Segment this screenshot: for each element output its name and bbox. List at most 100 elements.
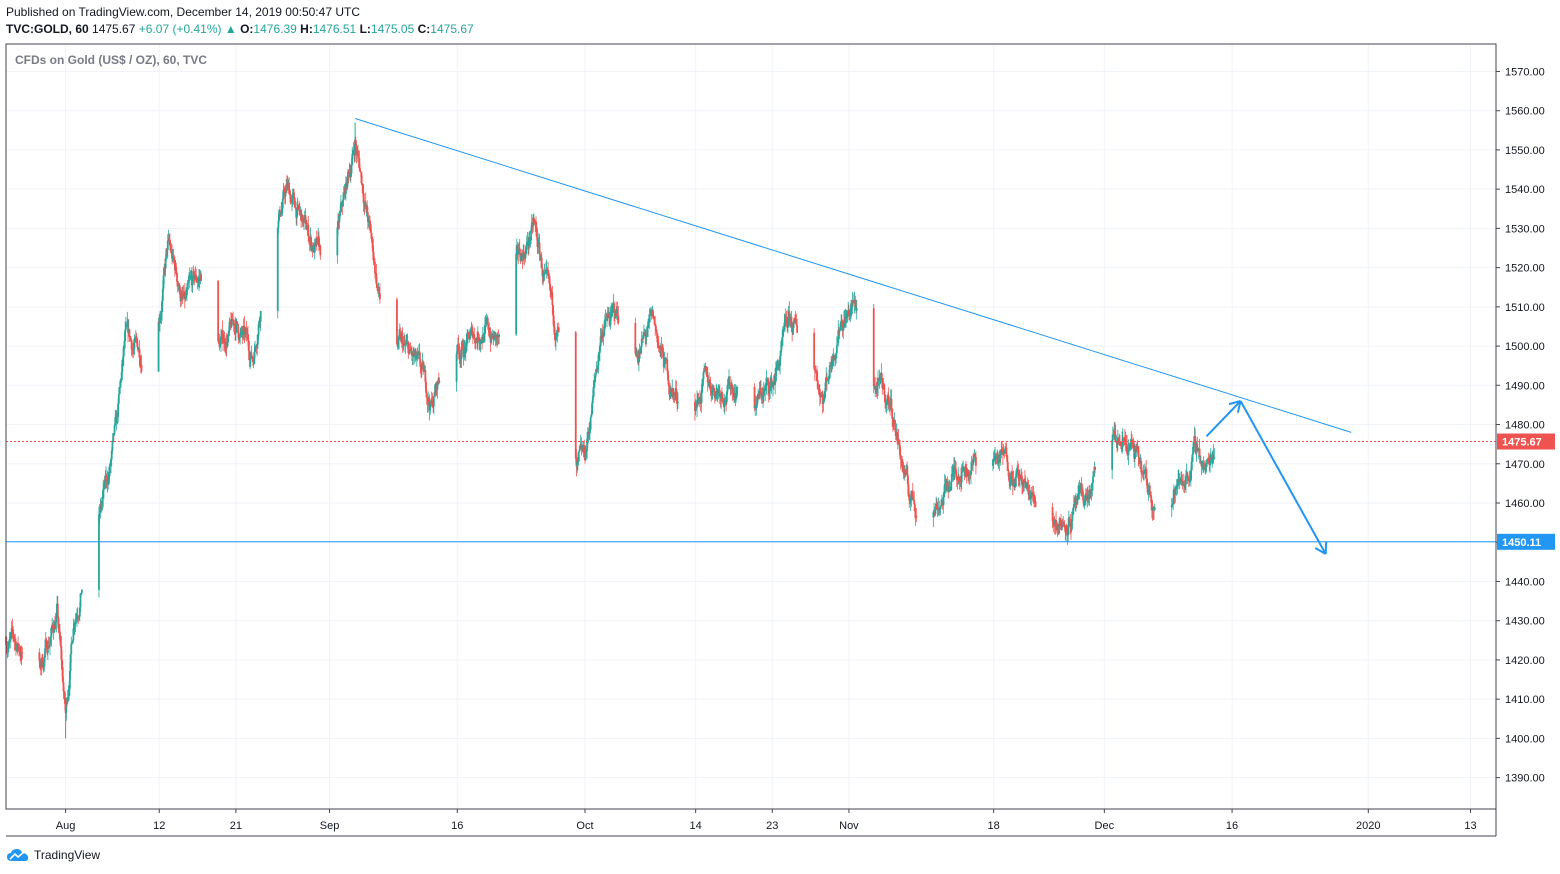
- candle-body: [974, 454, 977, 457]
- candle-body: [13, 638, 16, 642]
- candle-body: [164, 258, 167, 269]
- candle-body: [1019, 474, 1021, 481]
- candle-body: [420, 364, 423, 370]
- candle-body: [1177, 479, 1180, 486]
- candle-body: [823, 397, 825, 400]
- candle-body: [173, 257, 176, 260]
- candle-body: [1170, 504, 1173, 508]
- x-tick-label: Oct: [576, 820, 593, 832]
- candle-body: [606, 314, 609, 319]
- close-label: C:: [417, 22, 431, 36]
- footer-branding[interactable]: TradingView: [6, 847, 100, 863]
- candle-body: [576, 461, 579, 467]
- candle-body: [20, 652, 23, 659]
- candle-body: [1129, 443, 1132, 444]
- candle-body: [483, 332, 486, 341]
- candle-body: [38, 652, 41, 661]
- y-tick-label: 1500.00: [1505, 341, 1545, 353]
- candle-body: [123, 340, 126, 346]
- candle-body: [459, 354, 461, 360]
- candle-body: [708, 382, 711, 387]
- candle-body: [827, 379, 830, 381]
- candle-body: [819, 396, 822, 398]
- candle-body: [780, 340, 783, 351]
- candle-body: [915, 515, 918, 518]
- candle-body: [961, 466, 964, 472]
- candle-body: [645, 336, 648, 338]
- candle-body: [669, 392, 672, 398]
- candle-body: [301, 214, 304, 223]
- candle-body: [556, 330, 559, 333]
- candle-body: [932, 512, 935, 518]
- candle-body: [166, 240, 169, 251]
- x-tick-label: 12: [153, 820, 165, 832]
- candle-body: [999, 452, 1002, 459]
- candle-body: [186, 283, 189, 291]
- candle-body: [431, 399, 434, 406]
- candle-body: [997, 461, 1000, 463]
- candle-body: [1082, 491, 1084, 501]
- candle-body: [313, 246, 316, 253]
- candle-body: [938, 507, 940, 509]
- candle-body: [795, 319, 798, 326]
- candle-body: [168, 238, 171, 242]
- candle-body: [835, 352, 838, 356]
- candle-body: [259, 311, 262, 322]
- candle-body: [970, 463, 973, 471]
- candle-body: [714, 395, 717, 399]
- candle-body: [1087, 498, 1090, 500]
- candle-body: [706, 374, 708, 376]
- candle-body: [1121, 438, 1124, 442]
- candle-body: [1207, 458, 1210, 462]
- candle-body: [188, 277, 191, 280]
- candle-body: [813, 368, 816, 371]
- candle-body: [758, 390, 761, 398]
- candle-body: [1058, 526, 1060, 528]
- candle-body: [909, 498, 912, 502]
- candle-body: [822, 399, 825, 405]
- candle-body: [835, 345, 838, 353]
- candle-body: [405, 343, 408, 345]
- candle-body: [677, 401, 679, 404]
- candle-body: [1114, 434, 1117, 442]
- candle-body: [477, 333, 480, 339]
- candle-body: [11, 627, 14, 630]
- candle-body: [286, 184, 289, 187]
- candle-body: [579, 447, 581, 450]
- candle-body: [1126, 444, 1128, 452]
- candle-body: [71, 640, 74, 644]
- candle-body: [828, 378, 830, 380]
- candle-body: [662, 347, 664, 358]
- candle-body: [596, 369, 598, 371]
- candle-body: [59, 639, 62, 647]
- candle-body: [528, 237, 531, 241]
- candle-body: [402, 345, 405, 347]
- candle-body: [127, 321, 129, 333]
- candle-body: [248, 350, 251, 360]
- y-tick-label: 1430.00: [1505, 616, 1545, 628]
- candle-body: [653, 317, 656, 325]
- candle-body: [881, 377, 884, 388]
- candle-body: [488, 336, 491, 338]
- candle-body: [337, 221, 339, 228]
- candle-body: [191, 277, 194, 286]
- candle-body: [258, 320, 261, 325]
- candle-body: [243, 325, 246, 334]
- candle-body: [530, 222, 533, 231]
- candle-body: [876, 386, 879, 394]
- candle-body: [99, 504, 102, 513]
- candle-body: [939, 506, 942, 510]
- candle-body: [910, 490, 913, 499]
- candle-body: [520, 255, 523, 262]
- candle-body: [770, 378, 773, 387]
- candle-body: [81, 589, 83, 593]
- candle-body: [296, 205, 299, 211]
- candle-body: [397, 339, 400, 347]
- candle-body: [498, 334, 501, 337]
- candle-body: [767, 378, 769, 386]
- projection-arrow-up-head: [1236, 400, 1242, 413]
- candle-body: [1124, 439, 1126, 441]
- candle-body: [117, 394, 120, 404]
- candle-body: [969, 475, 972, 476]
